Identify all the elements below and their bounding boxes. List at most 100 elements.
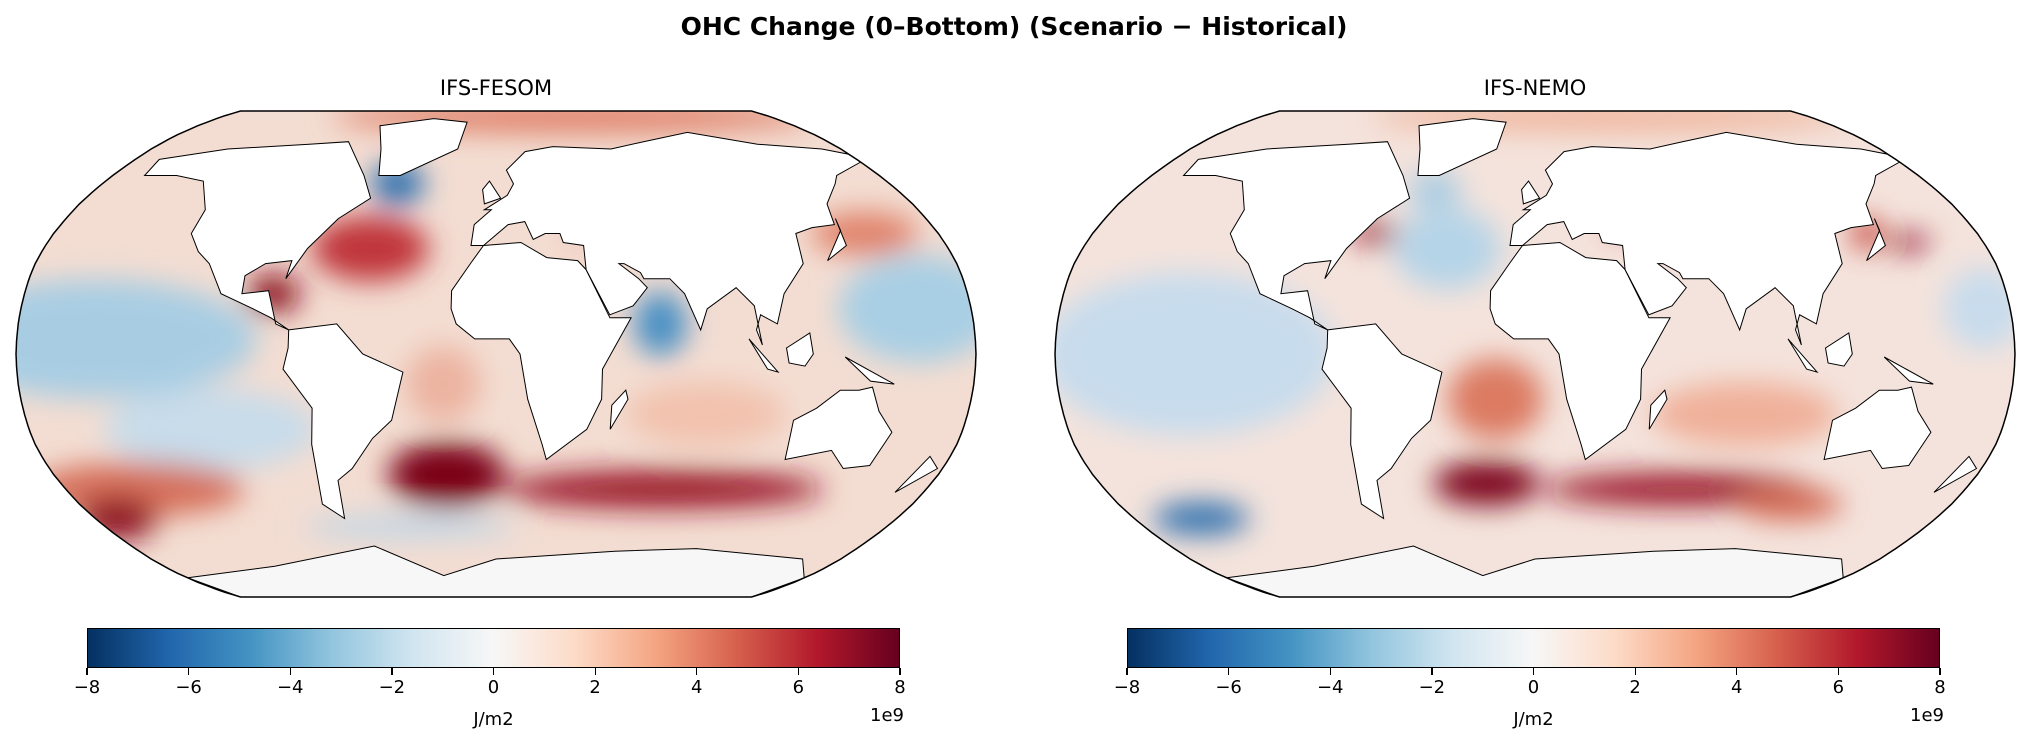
colorbar-tick <box>1329 668 1331 675</box>
colorbar-tick-label: 2 <box>589 677 601 698</box>
colorbar-tick <box>492 668 495 675</box>
colorbar-tick-label: −6 <box>175 677 202 698</box>
anomaly-region <box>1887 234 1931 251</box>
land-south-america <box>282 323 404 520</box>
colorbar-tick-label: −8 <box>1113 677 1141 698</box>
anomaly-region <box>1943 268 2015 350</box>
colorbar-tick <box>1126 668 1128 675</box>
anomaly-region <box>1447 358 1544 440</box>
colorbar-offset-text: 1e9 <box>1910 705 1944 726</box>
colorbar-tick <box>188 668 190 675</box>
anomaly-region <box>1408 170 1462 209</box>
map-fesom <box>15 110 977 598</box>
land-south-america <box>1321 323 1443 520</box>
panel-title-fesom: IFS-FESOM <box>439 76 553 100</box>
anomaly-region <box>1152 502 1250 535</box>
colorbar-tick-label: 6 <box>1832 677 1845 698</box>
anomaly-region <box>502 470 824 509</box>
land-eurasia <box>1509 131 1901 346</box>
land-eurasia <box>470 131 862 346</box>
colorbar-tick <box>696 668 698 675</box>
land-madagascar <box>609 389 629 430</box>
colorbar-tick-label: 0 <box>487 677 500 698</box>
colorbar-tick-label: 4 <box>691 677 703 698</box>
land-antarctica <box>187 545 805 597</box>
land-borneo <box>1824 332 1853 367</box>
colorbar-tick-label: 2 <box>1629 677 1641 698</box>
map-boundary <box>1054 110 2016 598</box>
land-greenland <box>1417 118 1507 176</box>
anomaly-region <box>77 496 158 541</box>
land-britain <box>482 180 502 205</box>
land-north-america <box>143 141 372 331</box>
land-new-guinea <box>844 356 895 385</box>
figure-title: OHC Change (0–Bottom) (Scenario − Histor… <box>680 12 1348 41</box>
anomaly-region <box>1055 272 1336 436</box>
colorbar-tick-label: −4 <box>1316 677 1344 698</box>
colorbar-gradient <box>1127 628 1940 668</box>
land-africa <box>1489 241 1671 461</box>
colorbar-tick-label: −2 <box>1418 677 1446 698</box>
ohc-field <box>1055 111 2015 597</box>
land-new-guinea <box>1883 356 1934 385</box>
anomaly-region <box>1433 461 1541 506</box>
land-japan <box>827 218 848 261</box>
anomaly-region <box>838 254 976 364</box>
land-new-zealand <box>1933 455 1978 493</box>
anomaly-region <box>302 516 517 538</box>
land-sumatra <box>1787 338 1819 374</box>
anomaly-region <box>633 291 688 357</box>
anomaly-region <box>1393 207 1501 290</box>
colorbar-tick <box>1634 668 1636 675</box>
anomaly-region <box>1736 487 1844 521</box>
colorbar-tick <box>86 668 88 675</box>
map-boundary <box>15 110 977 598</box>
land-madagascar <box>1648 389 1668 430</box>
land-africa <box>450 241 632 461</box>
anomaly-region <box>405 346 481 423</box>
land-north-america <box>1182 141 1411 331</box>
land-antarctica <box>1226 545 1844 597</box>
colorbar-offset-text: 1e9 <box>870 705 904 726</box>
land-borneo <box>785 332 814 367</box>
anomaly-region <box>30 462 245 517</box>
anomaly-region <box>388 441 506 508</box>
anomaly-region <box>311 216 430 282</box>
colorbar-tick-label: −2 <box>378 677 406 698</box>
colorbar-tick <box>391 668 393 675</box>
colorbar-label: J/m2 <box>473 709 514 730</box>
ohc-field <box>16 111 976 597</box>
colorbar-tick-label: 0 <box>1527 677 1540 698</box>
land-sumatra <box>748 338 780 374</box>
colorbar-tick <box>1736 668 1738 675</box>
land-australia <box>1823 386 1932 470</box>
colorbar-tick <box>1228 668 1230 675</box>
colorbar-tick <box>1532 668 1535 675</box>
colorbar-tick-label: −8 <box>73 677 101 698</box>
colorbar-tick-label: 4 <box>1731 677 1743 698</box>
land-australia <box>784 386 893 470</box>
colorbar-tick-label: 6 <box>792 677 805 698</box>
colorbar-tick <box>1431 668 1433 675</box>
colorbar-tick <box>594 668 596 675</box>
colorbar-tick-label: 8 <box>1934 677 1946 698</box>
colorbar-tick <box>1837 668 1840 675</box>
land-new-zealand <box>894 455 939 493</box>
land-greenland <box>378 118 468 176</box>
anomaly-region <box>103 388 318 470</box>
map-nemo <box>1054 110 2016 598</box>
anomaly-region <box>625 381 786 447</box>
colorbar-tick <box>289 668 291 675</box>
colorbar-label: J/m2 <box>1513 709 1554 730</box>
land-britain <box>1521 180 1541 205</box>
anomaly-region <box>1651 381 1839 447</box>
colorbar-gradient <box>87 628 900 668</box>
land-japan <box>1866 218 1887 261</box>
colorbar-tick <box>797 668 800 675</box>
colorbar-tick <box>899 668 901 675</box>
colorbar-tick <box>1939 668 1941 675</box>
colorbar-tick-label: −6 <box>1215 677 1242 698</box>
colorbar-tick-label: −4 <box>276 677 304 698</box>
colorbar-tick-label: 8 <box>894 677 906 698</box>
panel-title-nemo: IFS-NEMO <box>1483 76 1587 100</box>
